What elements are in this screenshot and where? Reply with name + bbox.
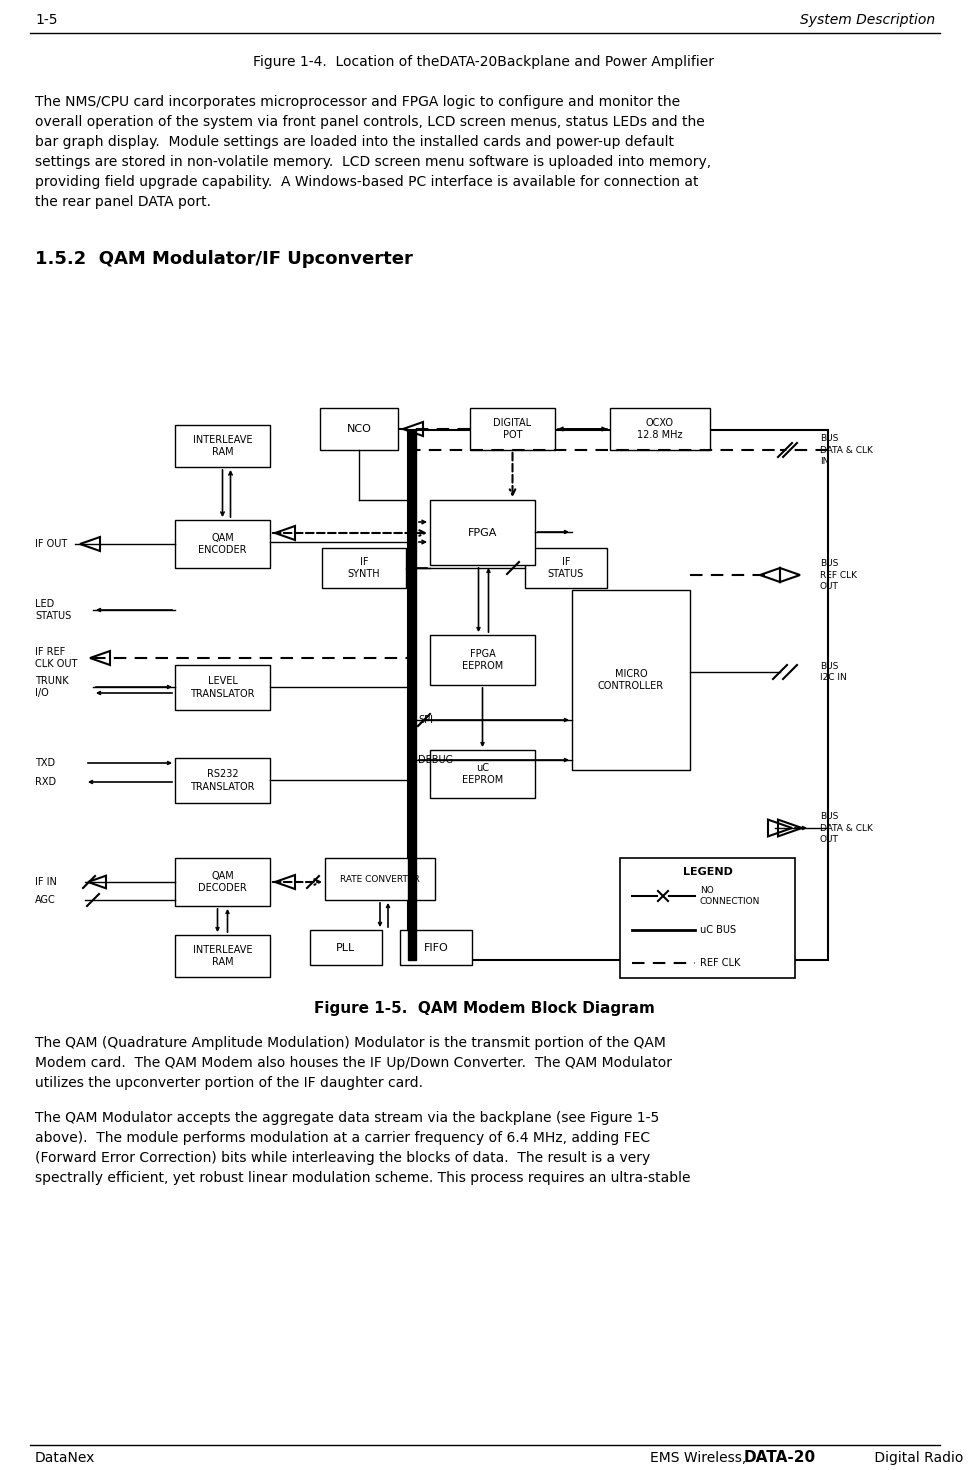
- Text: DataNex: DataNex: [35, 1451, 95, 1466]
- Bar: [470, 409, 555, 450]
- Text: above).  The module performs modulation at a carrier frequency of 6.4 MHz, addin: above). The module performs modulation a…: [35, 1130, 650, 1145]
- Text: TXD: TXD: [35, 759, 55, 767]
- Text: OCXO
12.8 MHz: OCXO 12.8 MHz: [638, 417, 683, 440]
- Text: Figure 1-4.  Location of theDATA-20Backplane and Power Amplifier: Figure 1-4. Location of theDATA-20Backpl…: [254, 54, 714, 69]
- Bar: [175, 425, 270, 467]
- Text: DATA-20: DATA-20: [744, 1451, 816, 1466]
- Text: 1.5.2  QAM Modulator/IF Upconverter: 1.5.2 QAM Modulator/IF Upconverter: [35, 250, 413, 268]
- Bar: [310, 931, 382, 964]
- Text: AGC: AGC: [35, 895, 56, 906]
- Text: INTERLEAVE
RAM: INTERLEAVE RAM: [193, 435, 252, 457]
- Text: REF CLK: REF CLK: [700, 958, 740, 969]
- Text: FIFO: FIFO: [423, 942, 449, 953]
- Text: providing field upgrade capability.  A Windows-based PC interface is available f: providing field upgrade capability. A Wi…: [35, 175, 699, 190]
- Text: SPI: SPI: [418, 714, 433, 725]
- Text: 1-5: 1-5: [35, 13, 57, 26]
- Text: EMS Wireless,: EMS Wireless,: [650, 1451, 751, 1466]
- Bar: [400, 931, 472, 964]
- Text: uC
EEPROM: uC EEPROM: [462, 763, 503, 785]
- Bar: [430, 635, 535, 685]
- Bar: [175, 520, 270, 567]
- Text: FPGA: FPGA: [468, 528, 497, 538]
- Text: FPGA
EEPROM: FPGA EEPROM: [462, 648, 503, 672]
- Text: Digital Radio: Digital Radio: [870, 1451, 963, 1466]
- Text: The NMS/CPU card incorporates microprocessor and FPGA logic to configure and mon: The NMS/CPU card incorporates microproce…: [35, 96, 680, 109]
- Text: spectrally efficient, yet robust linear modulation scheme. This process requires: spectrally efficient, yet robust linear …: [35, 1172, 691, 1185]
- Text: NO
CONNECTION: NO CONNECTION: [700, 886, 761, 906]
- Text: IF OUT: IF OUT: [35, 539, 67, 548]
- Text: Modem card.  The QAM Modem also houses the IF Up/Down Converter.  The QAM Modula: Modem card. The QAM Modem also houses th…: [35, 1055, 672, 1070]
- Text: bar graph display.  Module settings are loaded into the installed cards and powe: bar graph display. Module settings are l…: [35, 135, 674, 148]
- Text: LEVEL
TRANSLATOR: LEVEL TRANSLATOR: [190, 676, 255, 698]
- Bar: [175, 759, 270, 803]
- Bar: [610, 409, 710, 450]
- Text: MICRO
CONTROLLER: MICRO CONTROLLER: [598, 669, 664, 691]
- Bar: [620, 858, 795, 978]
- Text: DEBUG: DEBUG: [418, 756, 453, 764]
- Text: IF
SYNTH: IF SYNTH: [348, 557, 380, 579]
- Text: BUS
I2C IN: BUS I2C IN: [820, 662, 847, 682]
- Text: uC BUS: uC BUS: [700, 925, 736, 935]
- Text: settings are stored in non-volatile memory.  LCD screen menu software is uploade: settings are stored in non-volatile memo…: [35, 154, 711, 169]
- Text: RATE CONVERTER: RATE CONVERTER: [340, 875, 420, 883]
- Text: LEGEND: LEGEND: [682, 867, 733, 878]
- Text: DIGITAL
POT: DIGITAL POT: [493, 417, 532, 440]
- Text: BUS
DATA & CLK
OUT: BUS DATA & CLK OUT: [820, 813, 873, 844]
- Text: (Forward Error Correction) bits while interleaving the blocks of data.  The resu: (Forward Error Correction) bits while in…: [35, 1151, 650, 1166]
- Text: RXD: RXD: [35, 778, 56, 786]
- Text: QAM
DECODER: QAM DECODER: [198, 870, 247, 894]
- Text: BUS
REF CLK
OUT: BUS REF CLK OUT: [820, 560, 857, 591]
- Bar: [325, 858, 435, 900]
- Text: NCO: NCO: [347, 423, 371, 434]
- Bar: [430, 750, 535, 798]
- Text: INTERLEAVE
RAM: INTERLEAVE RAM: [193, 945, 252, 967]
- Text: The QAM Modulator accepts the aggregate data stream via the backplane (see Figur: The QAM Modulator accepts the aggregate …: [35, 1111, 659, 1125]
- Bar: [572, 589, 690, 770]
- Text: LED
STATUS: LED STATUS: [35, 598, 72, 622]
- Bar: [525, 548, 607, 588]
- Bar: [430, 500, 535, 564]
- Bar: [320, 409, 398, 450]
- Text: IF IN: IF IN: [35, 878, 57, 886]
- Text: TRUNK
I/O: TRUNK I/O: [35, 676, 69, 698]
- Bar: [322, 548, 406, 588]
- Bar: [175, 935, 270, 978]
- Bar: [408, 431, 828, 960]
- Text: IF REF
CLK OUT: IF REF CLK OUT: [35, 647, 78, 669]
- Text: BUS
DATA & CLK
IN: BUS DATA & CLK IN: [820, 435, 873, 466]
- Bar: [408, 431, 416, 960]
- Text: PLL: PLL: [336, 942, 356, 953]
- Text: QAM
ENCODER: QAM ENCODER: [199, 532, 247, 556]
- Bar: [175, 664, 270, 710]
- Text: System Description: System Description: [799, 13, 935, 26]
- Text: IF
STATUS: IF STATUS: [547, 557, 584, 579]
- Text: the rear panel DATA port.: the rear panel DATA port.: [35, 196, 211, 209]
- Bar: [175, 858, 270, 906]
- Text: Figure 1-5.  QAM Modem Block Diagram: Figure 1-5. QAM Modem Block Diagram: [314, 1001, 654, 1016]
- Text: RS232
TRANSLATOR: RS232 TRANSLATOR: [190, 769, 255, 792]
- Text: utilizes the upconverter portion of the IF daughter card.: utilizes the upconverter portion of the …: [35, 1076, 423, 1089]
- Text: The QAM (Quadrature Amplitude Modulation) Modulator is the transmit portion of t: The QAM (Quadrature Amplitude Modulation…: [35, 1036, 666, 1050]
- Text: overall operation of the system via front panel controls, LCD screen menus, stat: overall operation of the system via fron…: [35, 115, 704, 129]
